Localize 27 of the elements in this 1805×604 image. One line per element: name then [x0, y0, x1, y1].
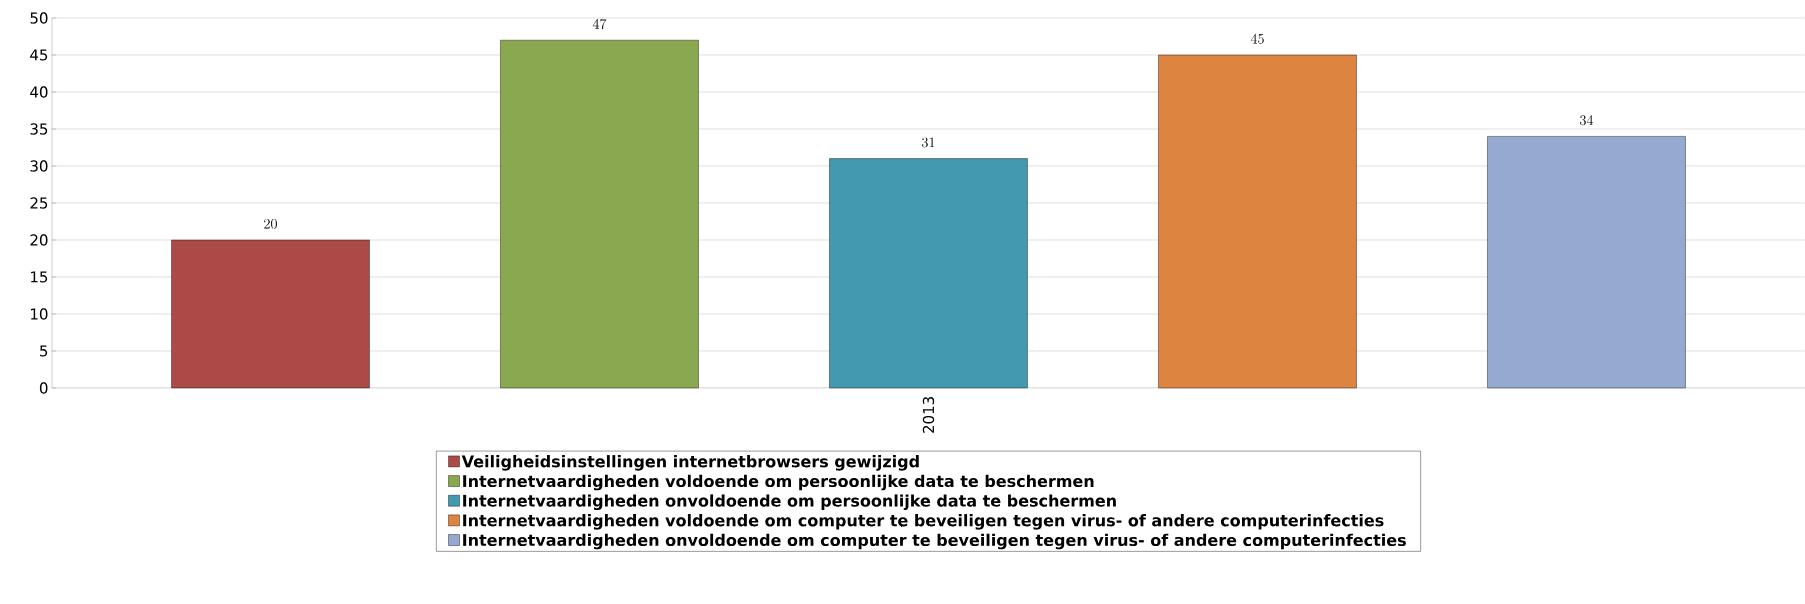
y-tick-label: 35: [30, 123, 48, 135]
y-tick-label: 40: [30, 86, 48, 98]
x-tick-label: 2013: [922, 397, 935, 433]
data-label: 20: [264, 218, 277, 229]
y-tick-label: 20: [30, 234, 48, 246]
data-label: 47: [592, 18, 607, 29]
y-tick-label: 45: [30, 49, 48, 61]
y-tick-label: 15: [31, 271, 48, 283]
data-label: 31: [922, 137, 935, 148]
bar: [1487, 136, 1686, 389]
bar: [1158, 54, 1357, 389]
y-tick-label: 10: [31, 308, 48, 320]
data-label: 34: [1580, 115, 1594, 126]
legend-label: Internetvaardigheden onvoldoende om persoonlijke data te beschermen: [463, 494, 1116, 511]
y-tick-label: 0: [39, 382, 48, 394]
legend-label: Internetvaardigheden voldoende om computer te beveiligen tegen virus- of andere computerinfecties: [463, 514, 1384, 530]
bar: [171, 239, 370, 389]
y-tick-label: 25: [30, 197, 48, 209]
y-tick-label: 5: [40, 345, 48, 357]
y-tick-label: 50: [30, 12, 48, 24]
bar: [829, 158, 1028, 389]
legend-label: Internetvaardigheden voldoende om persoonlijke data te beschermen: [463, 474, 1094, 491]
legend-label: Veiligheidsinstellingen internetbrowsers gewijzigd: [461, 455, 919, 471]
legend-label: Internetvaardigheden onvoldoende om computer te beveiligen tegen virus- of andere computerinfecties: [463, 533, 1406, 550]
bar: [500, 40, 699, 389]
y-tick-label: 30: [30, 160, 48, 172]
data-label: 45: [1250, 33, 1264, 44]
